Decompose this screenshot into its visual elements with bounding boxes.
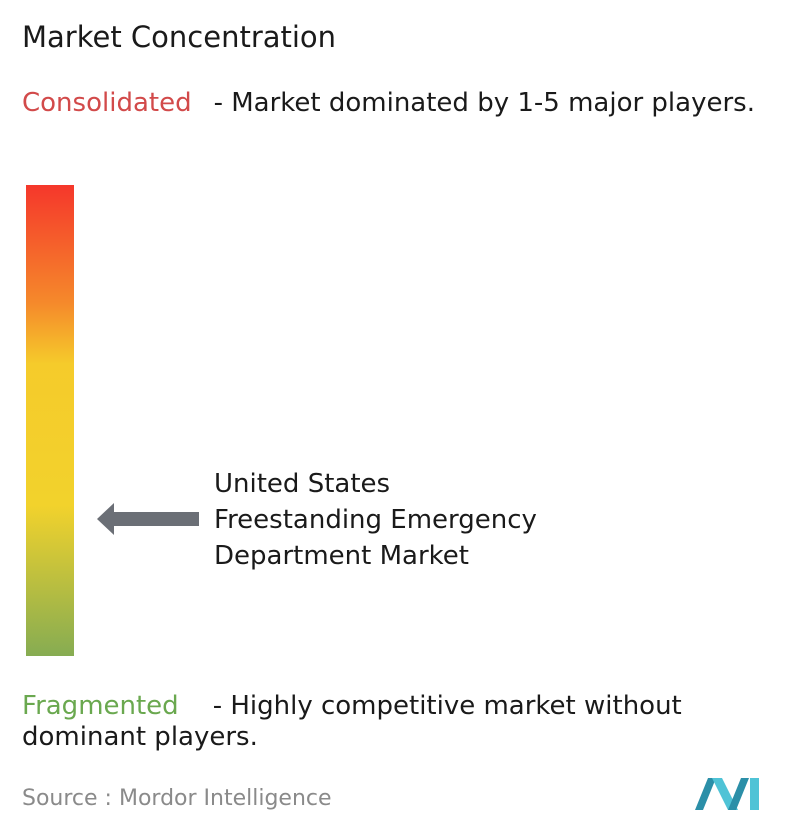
fragmented-row: Fragmented - Highly competitive market wi… bbox=[22, 691, 792, 753]
logo-stroke bbox=[695, 778, 716, 810]
market-line: Freestanding Emergency bbox=[214, 505, 537, 535]
concentration-bar bbox=[26, 185, 74, 656]
fragmented-label: Fragmented bbox=[22, 691, 179, 721]
source-name: Mordor Intelligence bbox=[118, 786, 332, 811]
logo-stroke bbox=[750, 778, 759, 810]
fragmented-description: - Highly competitive market without domi… bbox=[22, 691, 682, 752]
arrow-head bbox=[97, 503, 114, 535]
consolidated-row: Consolidated - Market dominated by 1-5 ma… bbox=[22, 88, 792, 119]
logo-stroke bbox=[728, 778, 749, 810]
market-line: Department Market bbox=[214, 541, 469, 571]
logo bbox=[695, 778, 759, 810]
market-label: United States Freestanding Emergency Dep… bbox=[214, 466, 537, 574]
market-line: United States bbox=[214, 469, 391, 499]
title: Market Concentration bbox=[22, 20, 337, 54]
source-label: Source : bbox=[22, 786, 112, 811]
consolidated-label: Consolidated bbox=[22, 88, 192, 118]
source: Source : Mordor Intelligence bbox=[22, 786, 332, 811]
consolidated-description: - Market dominated by 1-5 major players. bbox=[213, 88, 755, 118]
arrow-shaft bbox=[112, 512, 199, 526]
